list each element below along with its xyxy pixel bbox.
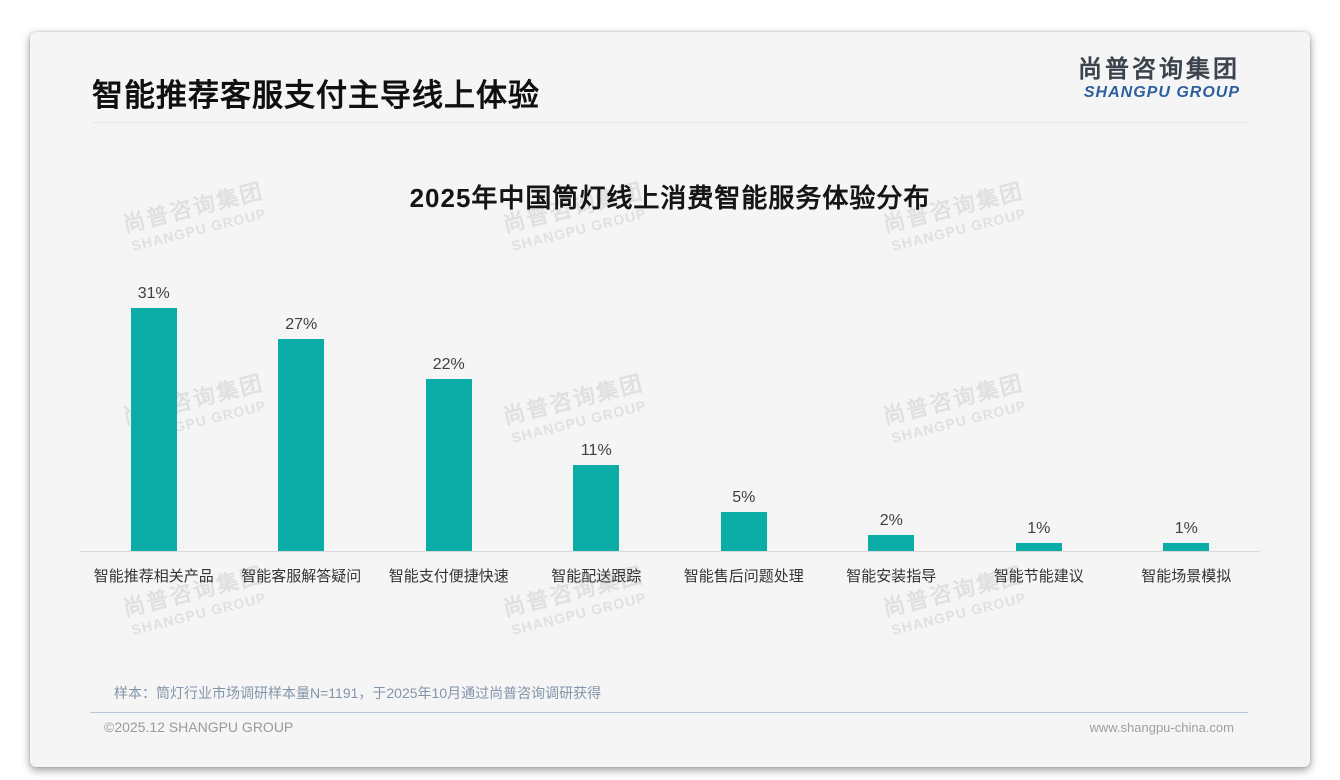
copyright-text: ©2025.12 SHANGPU GROUP	[104, 719, 294, 735]
website-url: www.shangpu-china.com	[1089, 720, 1234, 735]
bar	[868, 535, 915, 551]
category-label: 智能售后问题处理	[683, 568, 804, 585]
logo-chinese-text: 尚普咨询集团	[1078, 56, 1240, 83]
bar-column: 22%	[375, 356, 523, 551]
bar-value-label: 11%	[580, 442, 612, 459]
bar-column: 1%	[965, 520, 1113, 551]
bar-value-label: 5%	[732, 489, 756, 506]
bar-value-label: 2%	[879, 512, 903, 529]
sample-footnote: 样本：筒灯行业市场调研样本量N=1191，于2025年10月通过尚普咨询调研获得	[114, 685, 602, 701]
logo-english-text: SHANGPU GROUP	[1083, 83, 1240, 101]
bar-column: 1%	[1113, 520, 1261, 551]
category-labels-row: 智能推荐相关产品 智能客服解答疑问 智能支付便捷快速 智能配送跟踪 智能售后问题处理 智能…	[80, 565, 1260, 586]
footer-divider	[90, 712, 1248, 713]
category-label: 智能支付便捷快速	[388, 568, 509, 585]
title-divider	[92, 122, 1248, 123]
bar-value-label: 1%	[1174, 520, 1198, 537]
bar-value-label: 22%	[432, 356, 465, 373]
bar-column: 5%	[670, 489, 818, 551]
bar-value-label: 27%	[285, 316, 318, 333]
bar-chart-plot: 31% 27% 22% 11% 5% 2% 1% 1%	[80, 282, 1260, 552]
watermark-english-text: SHANGPU GROUP	[509, 589, 648, 639]
bar	[425, 379, 472, 551]
bar-column: 31%	[80, 285, 228, 551]
bar	[130, 308, 177, 551]
watermark-english-text: SHANGPU GROUP	[129, 589, 268, 639]
bar	[278, 339, 325, 551]
category-label: 智能节能建议	[993, 568, 1084, 585]
bar-value-label: 31%	[137, 285, 170, 302]
category-label: 智能配送跟踪	[551, 568, 642, 585]
bar	[1163, 543, 1210, 551]
bar-column: 11%	[523, 442, 671, 551]
page-title: 智能推荐客服支付主导线上体验	[92, 78, 540, 113]
category-label: 智能推荐相关产品	[93, 568, 214, 585]
category-label: 智能客服解答疑问	[241, 568, 362, 585]
bar-value-label: 1%	[1027, 520, 1051, 537]
chart-title: 2025年中国筒灯线上消费智能服务体验分布	[409, 183, 931, 213]
bar	[1015, 543, 1062, 551]
bar-column: 2%	[818, 512, 966, 551]
company-logo: 尚普咨询集团 SHANGPU GROUP	[1078, 56, 1240, 102]
category-label: 智能安装指导	[846, 568, 937, 585]
bar-column: 27%	[228, 316, 376, 551]
bar	[720, 512, 767, 551]
watermark-english-text: SHANGPU GROUP	[889, 589, 1028, 639]
slide-card: 尚普咨询集团 SHANGPU GROUP 尚普咨询集团 SHANGPU GROUP 尚普…	[30, 32, 1310, 767]
bar	[573, 465, 620, 551]
category-label: 智能场景模拟	[1141, 568, 1232, 585]
